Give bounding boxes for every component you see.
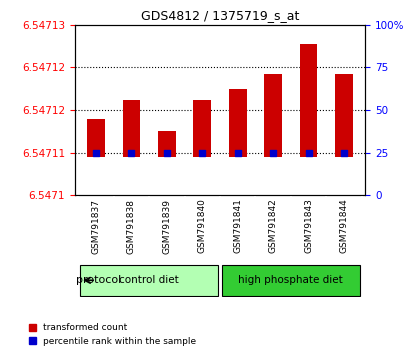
Bar (229, 89, 247, 157)
Text: GSM791837: GSM791837 (91, 199, 100, 253)
Text: GSM791843: GSM791843 (304, 199, 313, 253)
Text: GSM791840: GSM791840 (198, 199, 207, 253)
Text: GSM791844: GSM791844 (339, 199, 349, 253)
FancyBboxPatch shape (80, 265, 218, 296)
Text: control diet: control diet (119, 275, 179, 285)
Point (93, 150, 99, 155)
Bar (193, 101, 211, 157)
Text: GSM791839: GSM791839 (162, 199, 171, 253)
FancyBboxPatch shape (222, 265, 360, 296)
Point (234, 150, 241, 155)
Point (128, 150, 135, 155)
Point (199, 150, 205, 155)
Point (341, 150, 347, 155)
Text: GSM791842: GSM791842 (269, 199, 278, 253)
Title: GDS4812 / 1375719_s_at: GDS4812 / 1375719_s_at (141, 9, 299, 22)
Text: GSM791838: GSM791838 (127, 199, 136, 253)
Legend: transformed count, percentile rank within the sample: transformed count, percentile rank withi… (25, 320, 200, 349)
Bar (122, 101, 140, 157)
Text: protocol: protocol (76, 275, 122, 285)
Bar (158, 131, 176, 157)
Point (305, 150, 312, 155)
Bar (300, 44, 317, 157)
Text: GSM791841: GSM791841 (233, 199, 242, 253)
Bar (335, 74, 353, 157)
Bar (87, 119, 105, 157)
Point (164, 150, 170, 155)
Text: high phosphate diet: high phosphate diet (239, 275, 343, 285)
Bar (264, 74, 282, 157)
Point (270, 150, 276, 155)
